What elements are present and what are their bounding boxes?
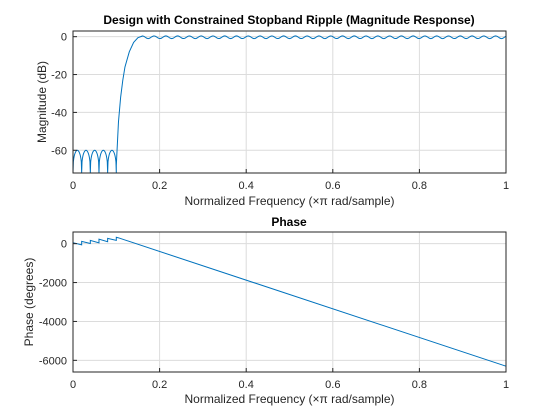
magnitude-series-line [72, 35, 507, 174]
magnitude-title: Design with Constrained Stopband Ripple … [103, 13, 474, 27]
magnitude-trace-group [72, 35, 507, 174]
phase-trace-group [72, 236, 507, 367]
phase-xlabel: Normalized Frequency (×π rad/sample) [184, 392, 394, 406]
phase-xtick-label: 0 [70, 379, 76, 391]
magnitude-ytick-label: -20 [51, 70, 67, 82]
magnitude-xtick-label: 0 [70, 180, 76, 192]
magnitude-ylabel: Magnitude (dB) [35, 61, 49, 143]
phase-xtick-label: 0.8 [412, 379, 427, 391]
phase-grid [72, 232, 507, 372]
magnitude-xlabel: Normalized Frequency (×π rad/sample) [184, 194, 394, 208]
phase-ytick-label: 0 [61, 239, 67, 251]
magnitude-ticks: 0 0.2 0.4 0.6 0.8 1 0 -20 -40 -60 [51, 32, 509, 192]
magnitude-ytick-label: 0 [61, 32, 67, 44]
phase-ticks: 0 0.2 0.4 0.6 0.8 1 0 -2000 -4000 -6000 [39, 239, 509, 391]
phase-ytick-label: -6000 [39, 355, 67, 367]
phase-ytick-label: -2000 [39, 278, 67, 290]
phase-xtick-label: 0.4 [239, 379, 254, 391]
phase-xtick-label: 0.2 [152, 379, 167, 391]
magnitude-xtick-label: 0.4 [239, 180, 254, 192]
magnitude-grid [72, 31, 507, 173]
phase-xtick-label: 1 [503, 379, 509, 391]
magnitude-xtick-label: 0.2 [152, 180, 167, 192]
magnitude-xtick-label: 1 [503, 180, 509, 192]
phase-ylabel: Phase (degrees) [22, 258, 36, 347]
magnitude-ytick-label: -60 [51, 145, 67, 157]
magnitude-axes: Design with Constrained Stopband Ripple … [35, 13, 509, 208]
magnitude-ytick-label: -40 [51, 107, 67, 119]
phase-ytick-label: -4000 [39, 316, 67, 328]
phase-axes: Phase 0 0.2 0.4 0.6 0.8 1 0 -2000 -4000 -6000 Nor… [22, 215, 509, 406]
magnitude-xtick-label: 0.8 [412, 180, 427, 192]
phase-series-line [72, 236, 507, 367]
magnitude-axes-frame [72, 30, 507, 174]
phase-axes-frame [72, 231, 507, 373]
phase-xtick-label: 0.6 [325, 379, 340, 391]
phase-title: Phase [271, 215, 307, 229]
magnitude-xtick-label: 0.6 [325, 180, 340, 192]
